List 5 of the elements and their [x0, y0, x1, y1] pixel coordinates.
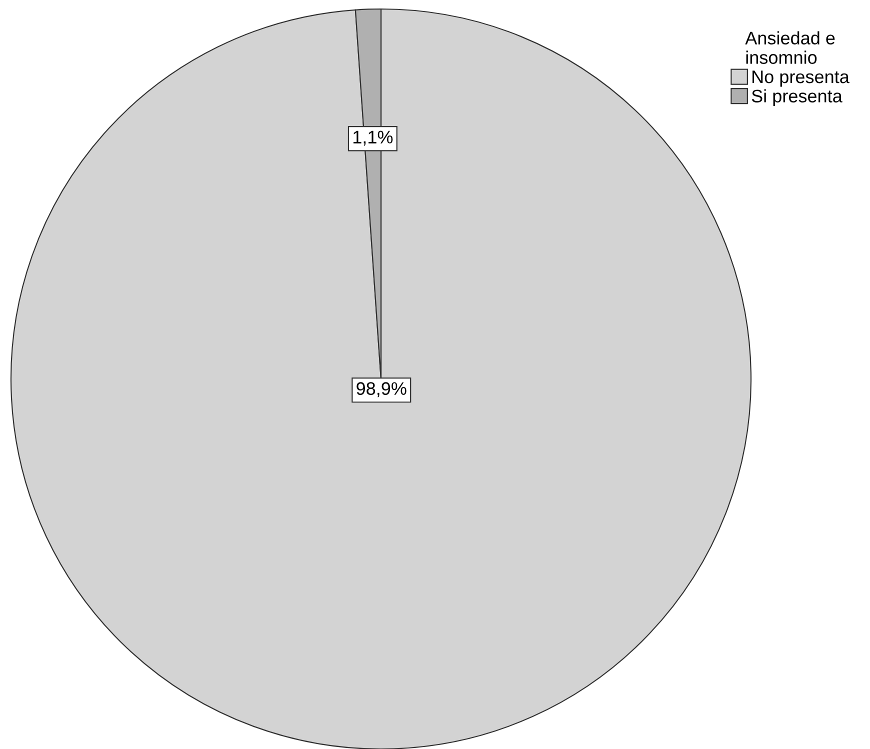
legend-label: Si presenta	[752, 89, 842, 106]
data-label: 98,9%	[356, 382, 406, 398]
legend-title: Ansiedad e insomnio	[745, 31, 835, 64]
data-label: 1,1%	[353, 130, 393, 146]
legend-label: No presenta	[752, 70, 850, 87]
